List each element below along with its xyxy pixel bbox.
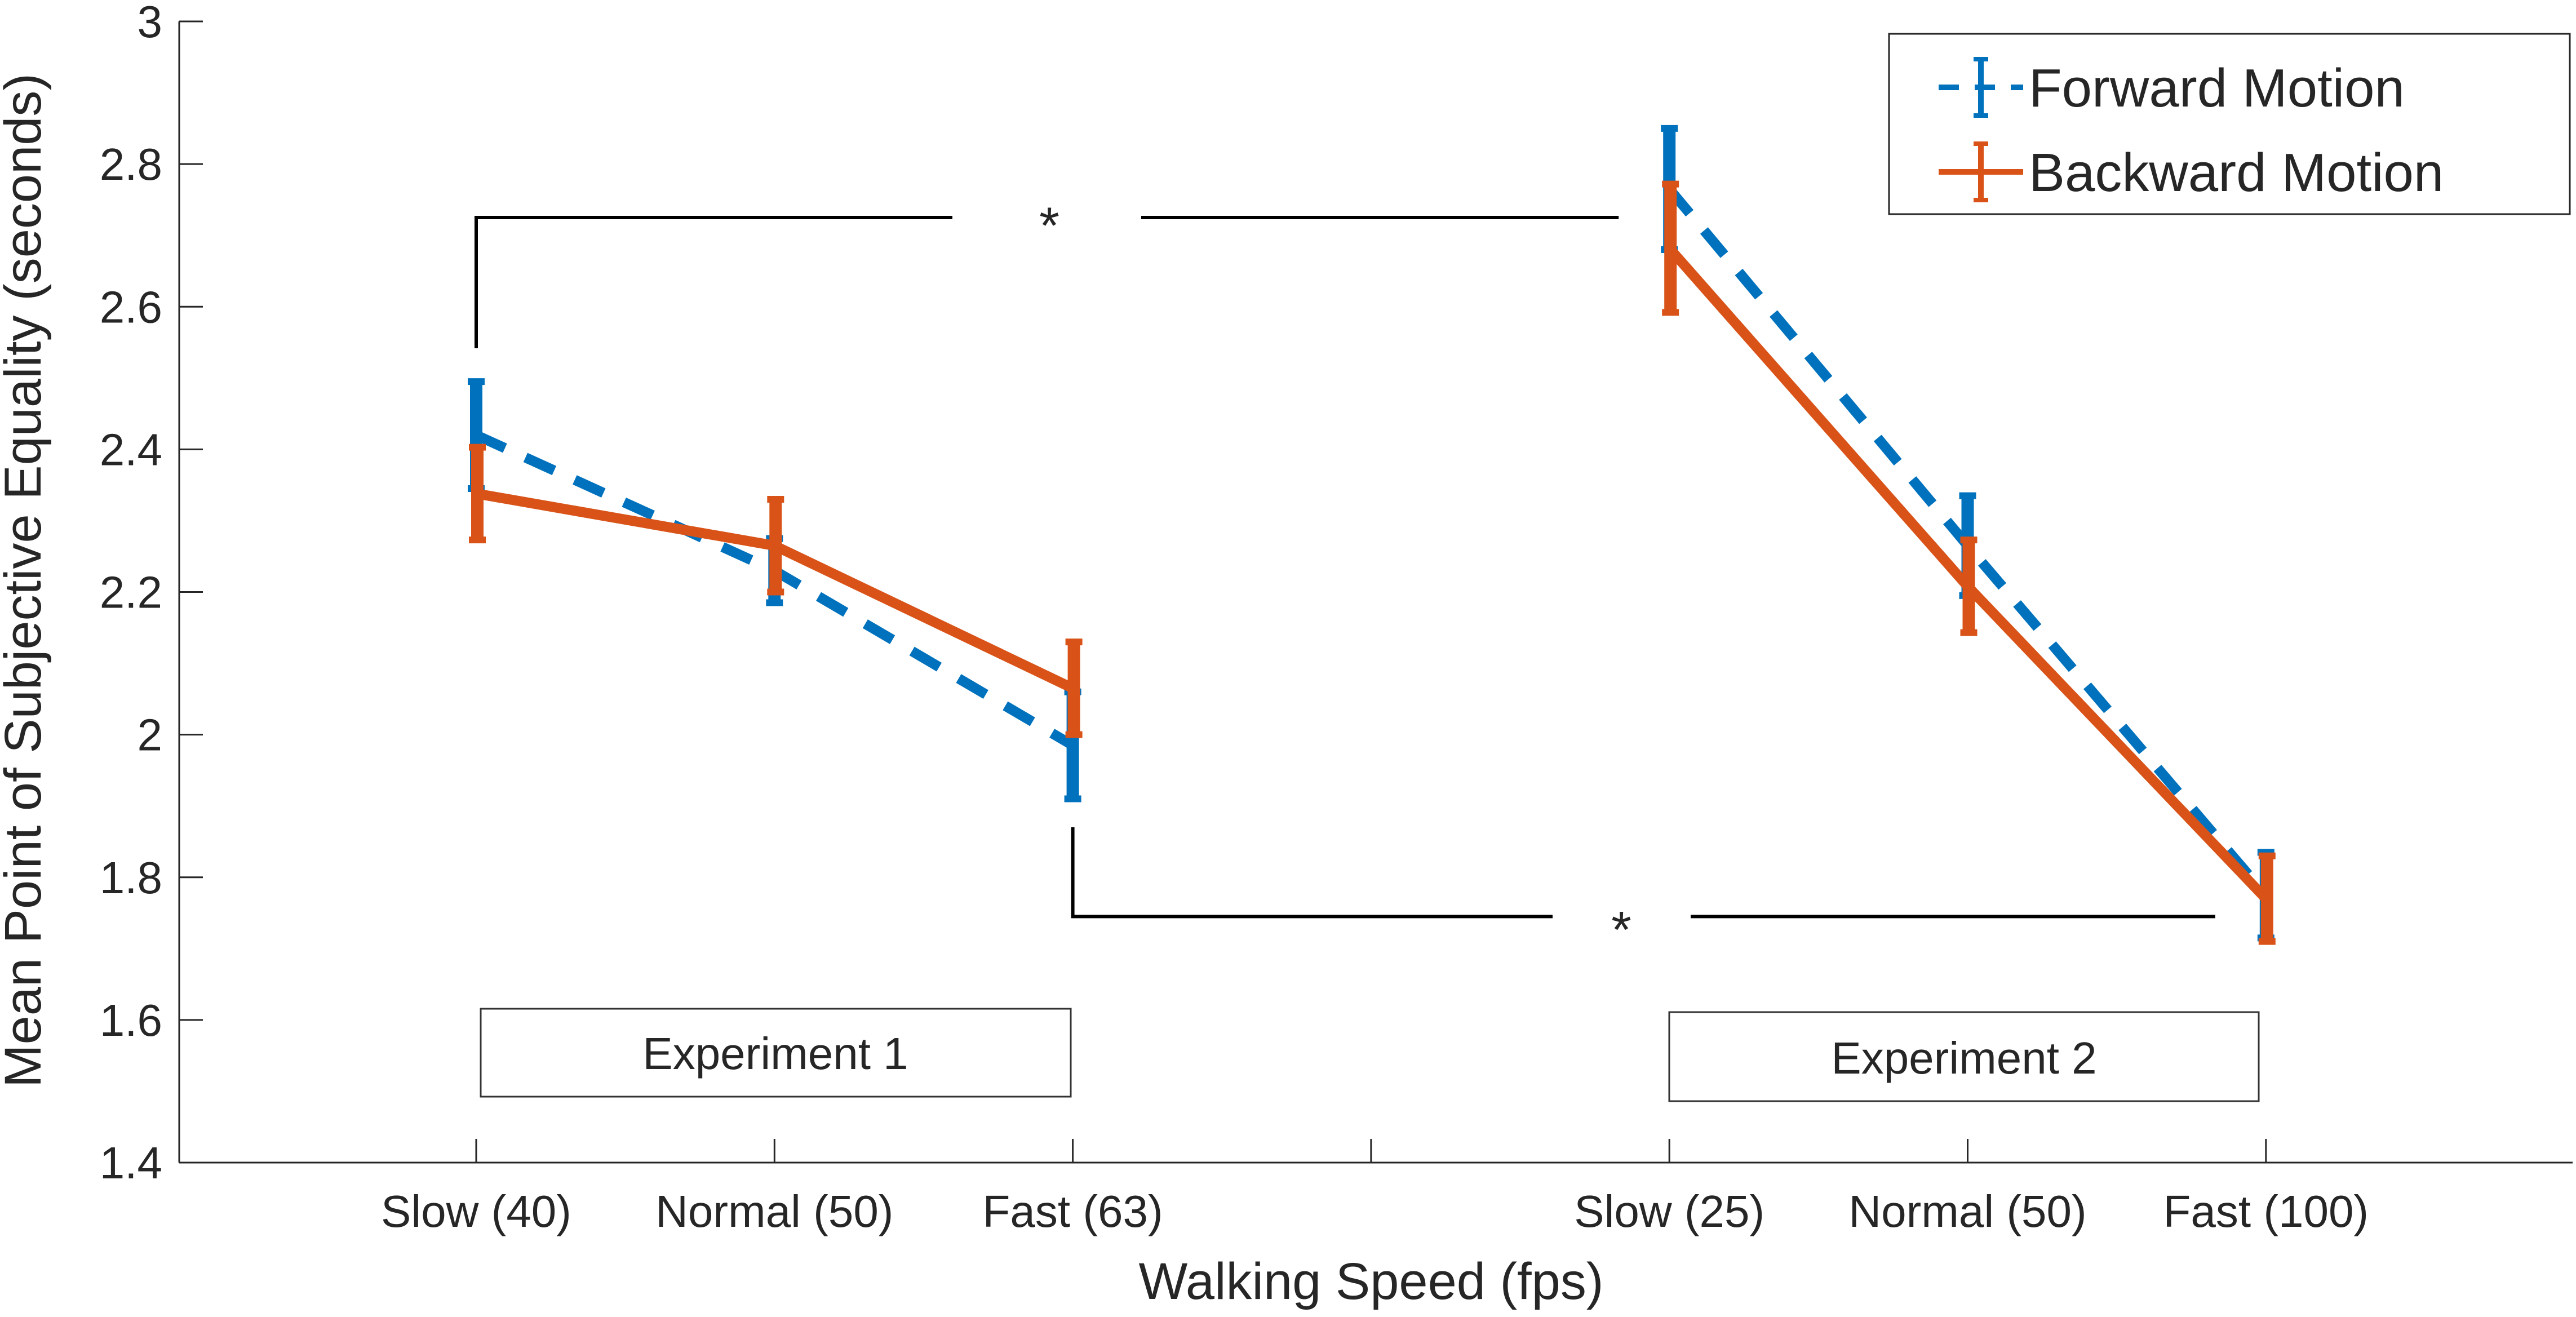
y-tick-label: 2 (138, 710, 163, 760)
significance-bracket (475, 216, 1619, 348)
y-axis-label: Mean Point of Subjective Equality (secon… (0, 73, 52, 1088)
x-axis-label: Walking Speed (fps) (1139, 1253, 1604, 1310)
y-tick-label: 2.4 (100, 424, 162, 475)
legend-entry: Backward Motion (1939, 141, 2444, 203)
error-bar (767, 495, 784, 596)
error-bar (1662, 180, 1679, 316)
x-tick-label: Normal (50) (655, 1186, 893, 1236)
significance-star: * (1039, 197, 1059, 255)
error-bar (469, 444, 486, 544)
y-tick-label: 1.4 (100, 1138, 162, 1188)
experiment-annotations: Experiment 1 Experiment 2 (480, 1008, 2260, 1102)
experiment-box (1668, 1011, 2260, 1102)
x-tick-label: Slow (25) (1574, 1186, 1764, 1236)
legend-entry: Forward Motion (1939, 57, 2405, 118)
error-bar (1960, 536, 1978, 636)
series-line (1665, 185, 2270, 899)
experiment-box (480, 1008, 1072, 1098)
x-tick-label: Fast (100) (2163, 1186, 2369, 1236)
significance-brackets: ** (475, 197, 2215, 959)
axes: 1.4 1.6 1.8 2 2.2 2.4 2.6 2.8 3 Slow (40) Normal (… (100, 0, 2573, 1236)
series-forward-motion (468, 125, 2274, 942)
x-tick-label: Fast (63) (983, 1186, 1163, 1236)
legend-label: Forward Motion (2029, 58, 2405, 118)
y-tick-label: 3 (138, 0, 163, 47)
error-bar (1065, 638, 1083, 738)
series-backward-motion (469, 180, 2276, 945)
y-tick-label: 2.8 (100, 139, 162, 189)
error-bar (2258, 852, 2276, 945)
y-tick-label: 1.8 (100, 853, 162, 903)
experiment-label: Experiment 1 (642, 1028, 908, 1079)
legend: Forward Motion Backward Motion (1888, 33, 2571, 215)
significance-bracket (1071, 827, 2215, 919)
series-layer (468, 125, 2276, 945)
x-tick-label: Slow (40) (381, 1186, 571, 1236)
y-tick-label: 2.2 (100, 567, 162, 618)
y-tick-label: 2.6 (100, 282, 162, 332)
legend-label: Backward Motion (2029, 143, 2444, 203)
significance-star: * (1611, 901, 1631, 959)
x-tick-label: Normal (50) (1848, 1186, 2086, 1236)
experiment-label: Experiment 2 (1831, 1033, 2096, 1083)
legend-box (1888, 33, 2571, 215)
y-tick-label: 1.6 (100, 995, 162, 1045)
